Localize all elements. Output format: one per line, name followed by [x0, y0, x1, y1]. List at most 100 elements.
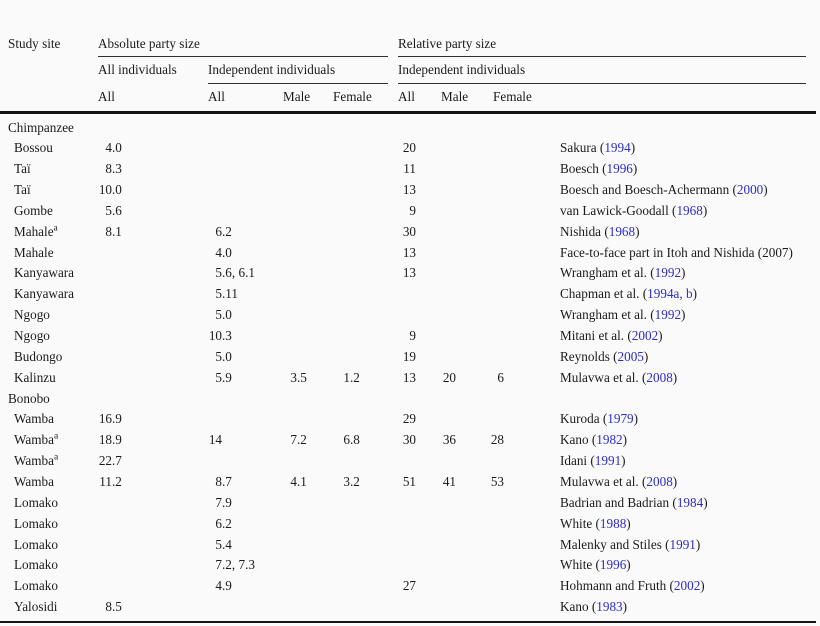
cell-reference: Badrian and Badrian (1984) — [560, 493, 708, 514]
citation-year-link[interactable]: 1996 — [606, 161, 633, 177]
table-row: Ngogo 5.0 Wrangham et al. (1992) — [0, 305, 820, 326]
table-row: Taï 8.3 11 Boesch (1996) — [0, 159, 820, 180]
reference-text: ) — [700, 578, 705, 594]
cell-study-site: Lomako — [14, 515, 58, 531]
citation-year-link[interactable]: 1992 — [654, 265, 682, 281]
cell-study-site: Wamba — [14, 411, 54, 427]
cell-study-site: Kalinzu — [14, 369, 56, 385]
rule-under-absolute — [98, 56, 388, 57]
cell-reference: White (1988) — [560, 514, 631, 535]
citation-year-link[interactable]: 1979 — [607, 411, 634, 427]
citation-year-link[interactable]: 2005 — [617, 348, 644, 364]
cell-study-site: Ngogo — [14, 328, 50, 343]
reference-text: van Lawick-Goodall ( — [560, 202, 677, 218]
reference-text: ) — [622, 599, 628, 615]
table-row: Wambaa 22.7 Idani (1991) — [0, 451, 820, 472]
reference-text: ) — [692, 286, 697, 302]
cell-abs-all: 18.9 — [98, 432, 122, 448]
citation-year-link[interactable]: 1994a, b — [647, 286, 693, 302]
cell-ind-all: 7.2, 7.3 — [215, 557, 255, 573]
reference-text: ) — [703, 494, 708, 510]
table-row: Budongo 5.0 19 Reynolds (2005) — [0, 347, 820, 368]
citation-year-link[interactable]: 1991 — [669, 536, 696, 552]
cell-abs-all: 5.6 — [105, 202, 122, 218]
citation-year-link[interactable]: 2000 — [736, 182, 764, 198]
table-row: Kanyawara 5.11 Chapman et al. (1994a, b) — [0, 284, 820, 305]
citation-year-link[interactable]: 1968 — [676, 202, 703, 218]
cell-ind-all: 5.6, 6.1 — [215, 265, 255, 281]
rule-header-bottom — [0, 111, 816, 114]
cell-abs-all: 22.7 — [98, 453, 122, 469]
col-header-rel-all: All — [398, 89, 415, 104]
cell-reference: Boesch (1996) — [560, 159, 637, 180]
table-row: Mahale 4.0 13 Face-to-face part in Itoh and… — [0, 243, 820, 264]
cell-study-site: Gombe — [14, 202, 53, 218]
reference-text: Mulavwa et al. ( — [560, 473, 647, 489]
cell-rel-all: 13 — [402, 369, 416, 385]
cell-study-site: Taï — [14, 161, 31, 177]
citation-year-link[interactable]: 1984 — [676, 494, 704, 510]
cell-study-site: Kanyawara — [14, 265, 75, 281]
cell-rel-all: 13 — [402, 265, 416, 281]
cell-study-site: Bossou — [14, 140, 53, 156]
reference-text: ) — [626, 557, 631, 573]
col-header-abs-all: All — [98, 89, 115, 104]
cell-ind-all: 10.3 — [208, 328, 232, 343]
citation-year-link[interactable]: 1988 — [599, 515, 627, 531]
cell-ind-female: 3.2 — [343, 473, 360, 489]
reference-text: Badrian and Badrian ( — [560, 494, 677, 510]
reference-text: ) — [622, 432, 628, 448]
citation-year-link[interactable]: 1991 — [594, 453, 622, 469]
cell-study-site: Lomako — [14, 557, 58, 573]
citation-year-link[interactable]: 2008 — [646, 369, 673, 385]
citation-year-link[interactable]: 2002 — [673, 578, 701, 594]
cell-reference: Kano (1983) — [560, 597, 627, 618]
citation-year-link[interactable]: 1968 — [608, 223, 636, 239]
cell-reference: Idani (1991) — [560, 451, 626, 472]
cell-rel-male: 20 — [442, 369, 456, 385]
cell-species-group: Bonobo — [8, 390, 50, 406]
reference-text: ) — [630, 140, 636, 156]
cell-study-site: Kanyawara — [14, 286, 75, 302]
cell-rel-all: 30 — [402, 432, 416, 448]
col-header-ind-female: Female — [333, 89, 372, 104]
cell-reference: Reynolds (2005) — [560, 347, 648, 368]
cell-reference: Wrangham et al. (1992) — [560, 305, 685, 326]
cell-ind-male: 3.5 — [290, 369, 307, 385]
cell-study-site: Budongo — [14, 348, 63, 364]
cell-study-site: Yalosidi — [14, 599, 58, 615]
reference-text: White ( — [560, 557, 600, 573]
table-row: Gombe 5.6 9 van Lawick-Goodall (1968) — [0, 201, 820, 222]
reference-text: ) — [643, 348, 649, 364]
citation-year-link[interactable]: 1983 — [596, 599, 623, 615]
citation-year-link[interactable]: 2008 — [646, 473, 673, 489]
cell-ind-all: 5.11 — [215, 286, 238, 302]
cell-ind-male: 4.1 — [290, 473, 307, 489]
citation-year-link[interactable]: 1982 — [596, 432, 623, 448]
table-row: Wamba 11.2 8.7 4.1 3.2 51 41 53 Mulavwa et al. (… — [0, 472, 820, 493]
cell-reference: Sakura (1994) — [560, 138, 635, 159]
cell-reference: Mulavwa et al. (2008) — [560, 472, 677, 493]
citation-year-link[interactable]: 1994 — [604, 140, 631, 156]
cell-rel-all: 27 — [402, 578, 416, 594]
group-row: Chimpanzee — [0, 118, 820, 139]
citation-year-link[interactable]: 1992 — [654, 307, 682, 323]
footnote-marker: a — [53, 223, 58, 234]
cell-abs-all: 8.5 — [105, 599, 122, 615]
cell-reference: Boesch and Boesch-Achermann (2000) — [560, 180, 768, 201]
cell-abs-all: 8.1 — [105, 223, 122, 239]
cell-ind-all: 8.7 — [215, 473, 232, 489]
cell-rel-all: 20 — [402, 140, 416, 156]
citation-year-link[interactable]: 2002 — [631, 328, 659, 343]
cell-ind-all: 6.2 — [215, 223, 232, 239]
cell-ind-all: 4.9 — [215, 578, 232, 594]
cell-rel-all: 30 — [402, 223, 416, 239]
cell-reference: Kuroda (1979) — [560, 409, 638, 430]
cell-rel-female: 28 — [490, 432, 504, 448]
table-row: Lomako 5.4 Malenky and Stiles (1991) — [0, 535, 820, 556]
reference-text: ) — [632, 161, 638, 177]
footnote-marker: a — [53, 452, 59, 463]
reference-text: Reynolds ( — [560, 348, 618, 364]
col-header-independent-individuals-abs: Independent individuals — [208, 62, 336, 77]
citation-year-link[interactable]: 1996 — [599, 557, 627, 573]
